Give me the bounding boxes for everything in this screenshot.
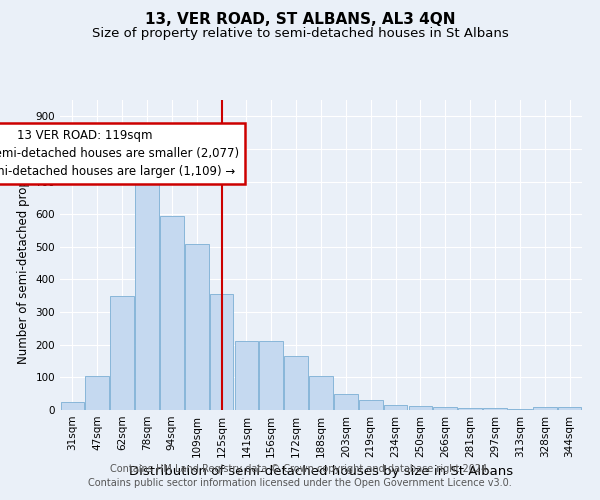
Bar bbox=[458, 408, 482, 410]
Bar bbox=[235, 342, 258, 410]
Bar bbox=[210, 294, 233, 410]
Y-axis label: Number of semi-detached properties: Number of semi-detached properties bbox=[17, 146, 30, 364]
Text: Size of property relative to semi-detached houses in St Albans: Size of property relative to semi-detach… bbox=[92, 28, 508, 40]
Bar bbox=[85, 376, 109, 410]
Bar bbox=[61, 402, 84, 410]
Bar bbox=[185, 244, 209, 410]
Bar bbox=[384, 405, 407, 410]
Bar bbox=[483, 408, 507, 410]
Bar bbox=[433, 408, 457, 410]
Text: Contains HM Land Registry data © Crown copyright and database right 2024.
Contai: Contains HM Land Registry data © Crown c… bbox=[88, 464, 512, 487]
Bar bbox=[508, 409, 532, 410]
Bar bbox=[135, 175, 159, 410]
Bar bbox=[409, 406, 432, 410]
Bar bbox=[359, 400, 383, 410]
Bar bbox=[284, 356, 308, 410]
Bar bbox=[558, 408, 581, 410]
Bar bbox=[334, 394, 358, 410]
Text: 13 VER ROAD: 119sqm
← 64% of semi-detached houses are smaller (2,077)
34% of sem: 13 VER ROAD: 119sqm ← 64% of semi-detach… bbox=[0, 130, 239, 178]
Text: 13, VER ROAD, ST ALBANS, AL3 4QN: 13, VER ROAD, ST ALBANS, AL3 4QN bbox=[145, 12, 455, 28]
X-axis label: Distribution of semi-detached houses by size in St Albans: Distribution of semi-detached houses by … bbox=[129, 466, 513, 478]
Bar bbox=[110, 296, 134, 410]
Bar bbox=[259, 342, 283, 410]
Bar bbox=[309, 376, 333, 410]
Bar bbox=[533, 408, 557, 410]
Bar bbox=[160, 216, 184, 410]
